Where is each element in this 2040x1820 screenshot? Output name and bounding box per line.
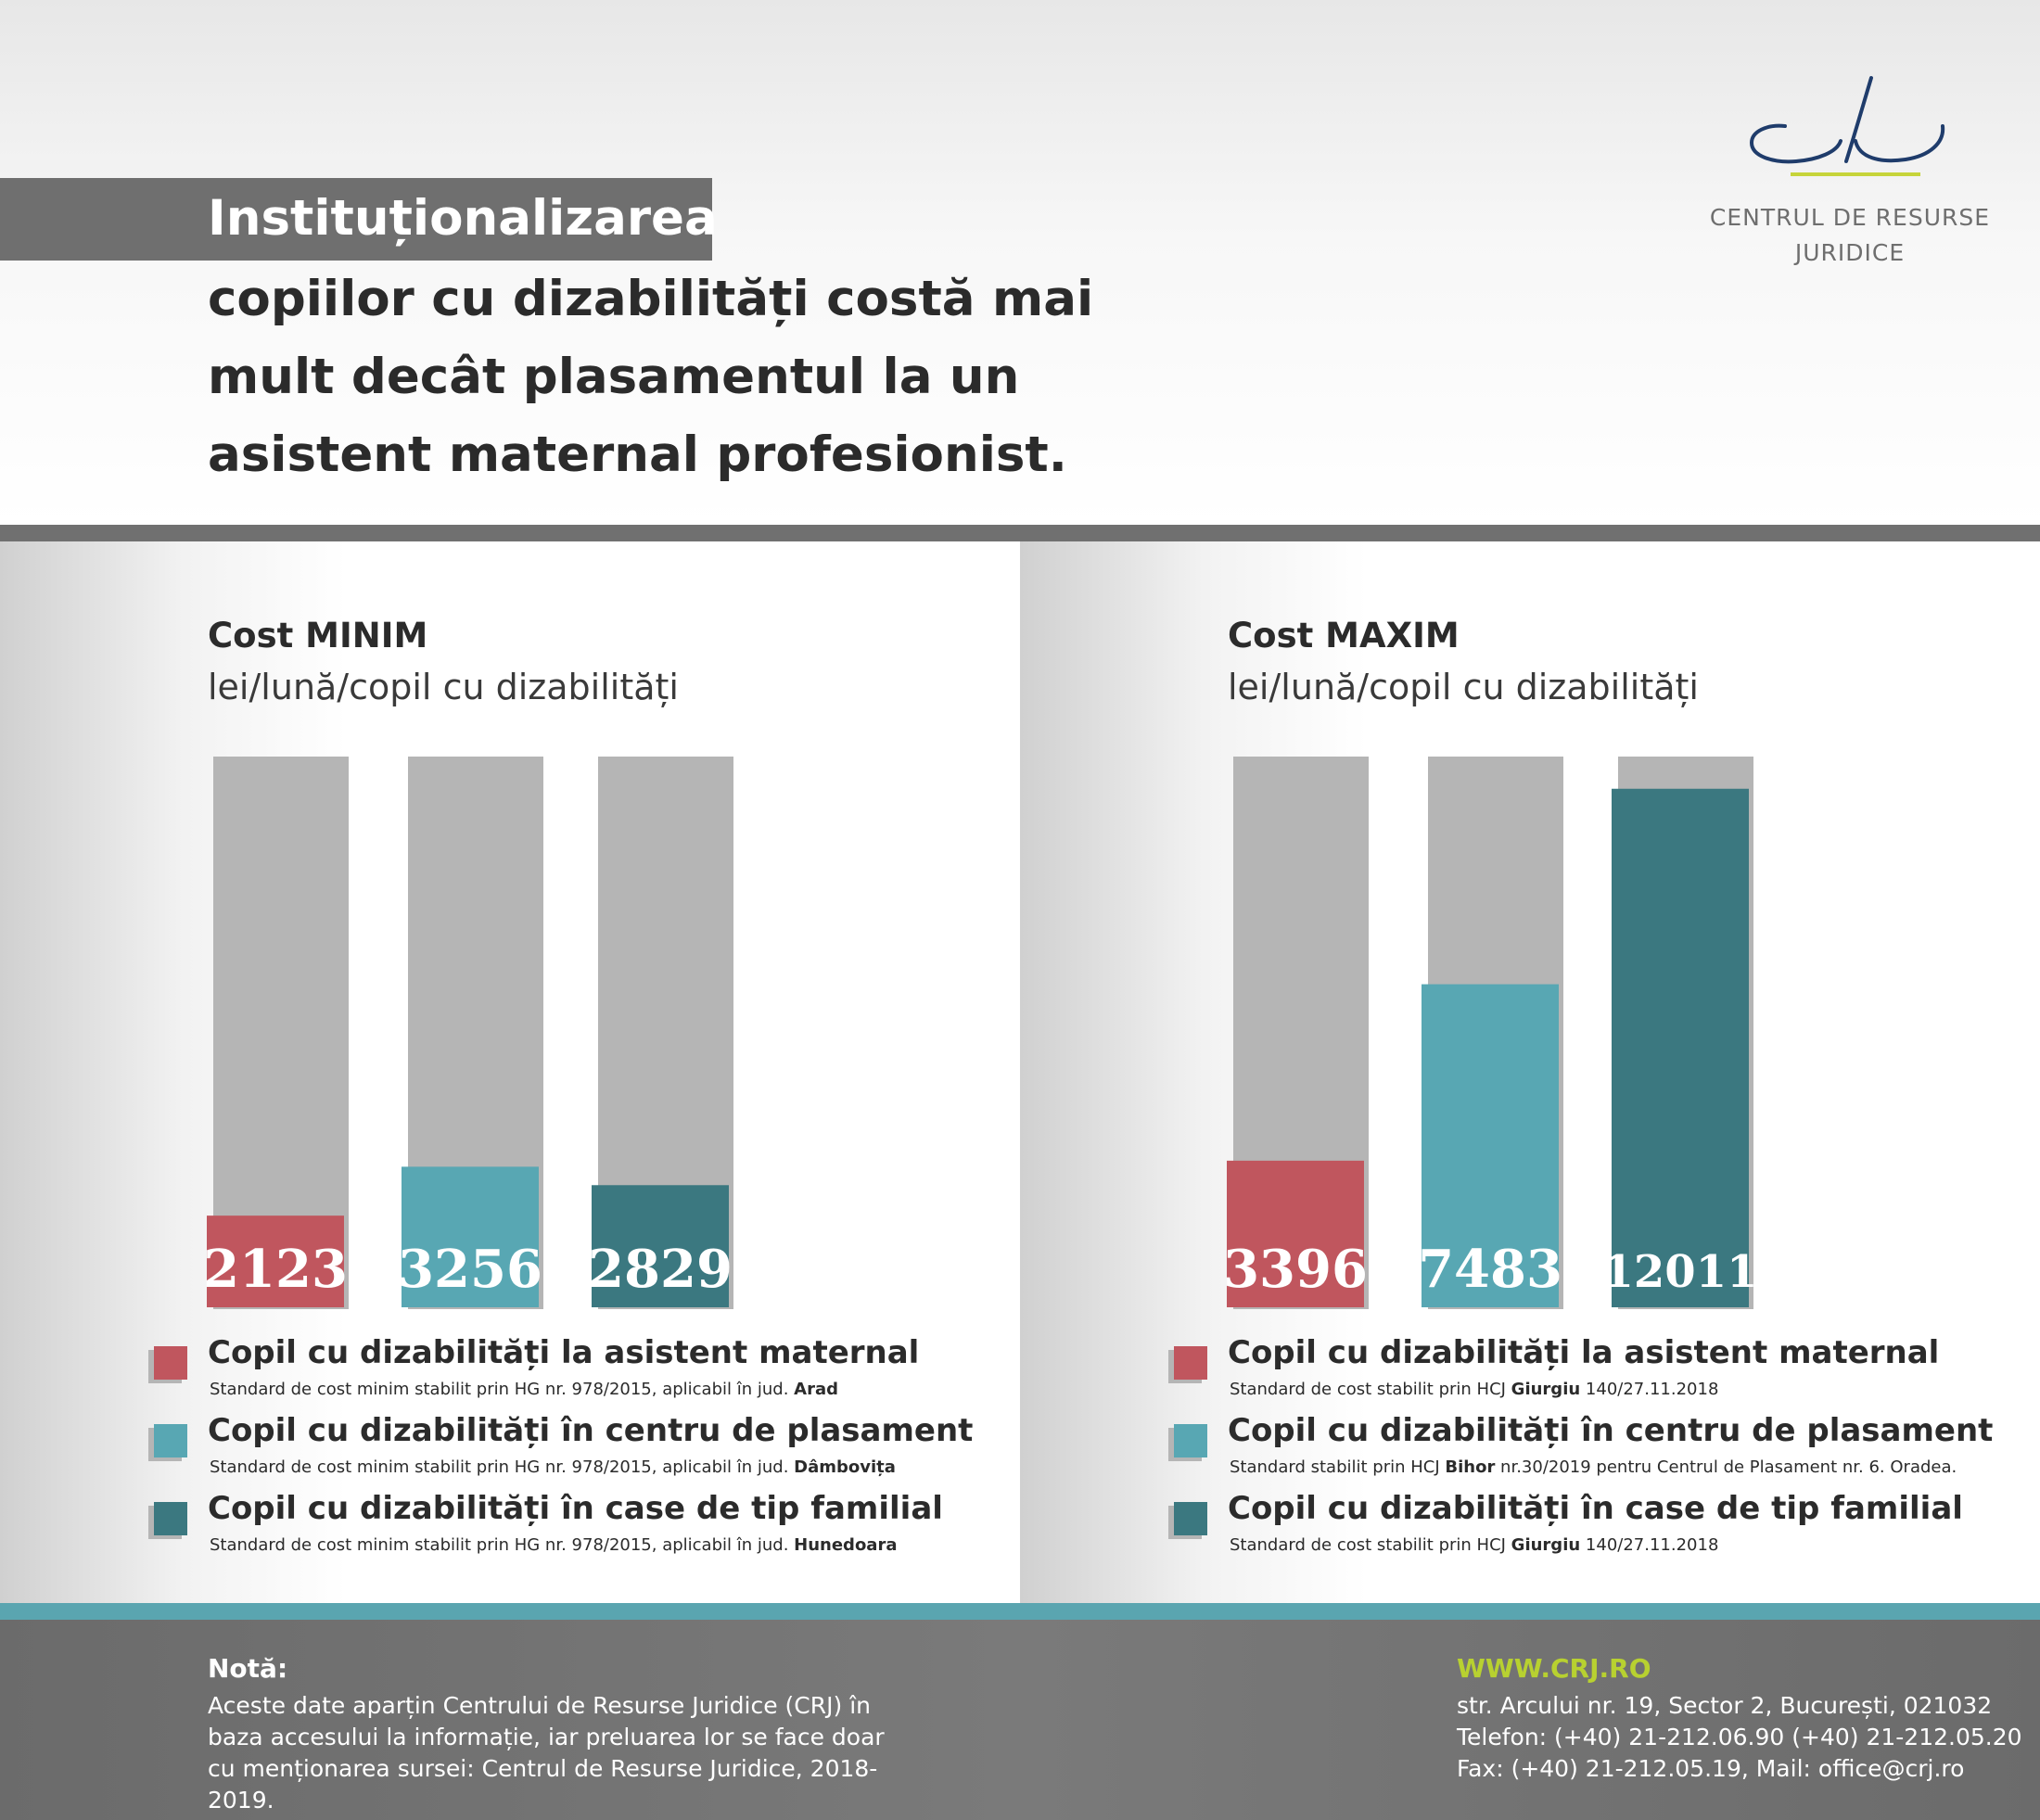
legend-note: Standard de cost minim stabilit prin HG … [210, 1535, 897, 1555]
legend-note-text: Standard de cost minim stabilit prin HG … [210, 1380, 795, 1399]
legend-item-asistent-maternal: Copil cu dizabilități la asistent matern… [1168, 1334, 2025, 1412]
chart-title: Cost MAXIM [1228, 616, 1460, 655]
footer: Notă: Aceste date aparțin Centrului de R… [0, 1620, 2040, 1820]
contact-address: str. Arcului nr. 19, Sector 2, București… [1457, 1692, 1993, 1719]
legend-note-suffix: 140/27.11.2018 [1580, 1535, 1719, 1555]
chart-subtitle: lei/lună/copil cu dizabilități [1228, 667, 1699, 707]
bar [1422, 984, 1559, 1307]
footer-accent-line [0, 1603, 2040, 1620]
legend-note: Standard de cost stabilit prin HCJ Giurg… [1230, 1380, 1718, 1399]
legend-label: Copil cu dizabilități în centru de plasa… [1228, 1412, 1994, 1449]
note-body: Aceste date aparțin Centrului de Resurse… [208, 1692, 885, 1814]
legend-label: Copil cu dizabilități în case de tip fam… [1228, 1490, 1963, 1527]
legend-swatch-light-teal [1174, 1424, 1207, 1457]
logo-name-line1: CENTRUL DE RESURSE [1709, 204, 1991, 231]
legend-note-county: Hunedoara [794, 1535, 898, 1555]
legend-label: Copil cu dizabilități în centru de plasa… [208, 1412, 974, 1449]
header: Instituționalizarea copiilor cu dizabili… [0, 0, 2040, 525]
bar [1227, 1160, 1364, 1307]
legend: Copil cu dizabilități la asistent matern… [148, 1334, 1005, 1568]
legend-item-asistent-maternal: Copil cu dizabilități la asistent matern… [148, 1334, 1005, 1412]
legend-note-text: Standard stabilit prin HCJ [1230, 1457, 1446, 1477]
legend: Copil cu dizabilități la asistent matern… [1168, 1334, 2025, 1568]
legend-note: Standard de cost stabilit prin HCJ Giurg… [1230, 1535, 1718, 1555]
bar [1612, 788, 1749, 1307]
legend-swatch-dark-teal [1174, 1502, 1207, 1535]
legend-note: Standard de cost minim stabilit prin HG … [210, 1380, 838, 1399]
bar [402, 1166, 539, 1307]
legend-swatch-red [154, 1346, 187, 1380]
data-label: 3256 [398, 1239, 542, 1300]
legend-item-case-tip-familial: Copil cu dizabilități în case de tip fam… [1168, 1490, 2025, 1568]
chart-cost-minim: 2123 3256 2829 [203, 757, 733, 1309]
legend-note: Standard de cost minim stabilit prin HG … [210, 1457, 896, 1477]
legend-note-county: Bihor [1445, 1457, 1496, 1477]
legend-note-text: Standard de cost stabilit prin HCJ [1230, 1535, 1511, 1555]
legend-swatch-dark-teal [154, 1502, 187, 1535]
legend-label: Copil cu dizabilități în case de tip fam… [208, 1490, 943, 1527]
legend-label: Copil cu dizabilități la asistent matern… [1228, 1334, 1940, 1371]
data-label: 2829 [588, 1239, 733, 1300]
legend-note-text: Standard de cost minim stabilit prin HG … [210, 1535, 795, 1555]
legend-label: Copil cu dizabilități la asistent matern… [208, 1334, 920, 1371]
data-label: 3396 [1223, 1239, 1368, 1300]
contact-fax-mail: Fax: (+40) 21-212.05.19, Mail: office@cr… [1457, 1755, 1965, 1782]
logo-name: CENTRUL DE RESURSE JURIDICE [1678, 200, 2021, 271]
legend-note-suffix: 140/27.11.2018 [1580, 1380, 1719, 1399]
chart-subtitle: lei/lună/copil cu dizabilități [208, 667, 679, 707]
logo-name-line2: JURIDICE [1794, 239, 1906, 266]
contact-phone: Telefon: (+40) 21-212.06.90 (+40) 21-212… [1457, 1724, 2022, 1750]
legend-note-county: Arad [794, 1380, 838, 1399]
page-title-line1: Instituționalizarea [208, 190, 718, 247]
data-label: 7483 [1418, 1239, 1562, 1300]
crj-logo-icon [1749, 76, 1945, 176]
website-link[interactable]: WWW.CRJ.RO [1457, 1653, 1651, 1684]
legend-note-county: Giurgiu [1511, 1535, 1581, 1555]
panel-cost-minim: 2123 3256 2829 Cost MINIM lei/lună/copil c… [0, 541, 1020, 1606]
legend-note: Standard stabilit prin HCJ Bihor nr.30/2… [1230, 1457, 1957, 1477]
data-label: 2123 [203, 1239, 348, 1300]
legend-swatch-red [1174, 1346, 1207, 1380]
bar [592, 1185, 729, 1307]
legend-note-county: Dâmbovița [794, 1457, 896, 1477]
bar [207, 1215, 344, 1307]
legend-note-suffix: nr.30/2019 pentru Centrul de Plasament n… [1495, 1457, 1957, 1477]
legend-note-text: Standard de cost minim stabilit prin HG … [210, 1457, 795, 1477]
note-title: Notă: [208, 1653, 288, 1684]
legend-note-text: Standard de cost stabilit prin HCJ [1230, 1380, 1511, 1399]
legend-note-county: Giurgiu [1511, 1380, 1581, 1399]
chart-cost-maxim: 3396 7483 12011 [1223, 757, 1758, 1309]
chart-title: Cost MINIM [208, 616, 428, 655]
header-divider [0, 525, 2040, 541]
page-title-rest: copiilor cu dizabilități costă mai mult … [208, 271, 1094, 483]
panel-cost-maxim: 3396 7483 12011 Cost MAXIM lei/lună/copil … [1020, 541, 2040, 1606]
legend-item-centru-plasament: Copil cu dizabilități în centru de plasa… [1168, 1412, 2025, 1490]
legend-swatch-light-teal [154, 1424, 187, 1457]
legend-item-centru-plasament: Copil cu dizabilități în centru de plasa… [148, 1412, 1005, 1490]
legend-item-case-tip-familial: Copil cu dizabilități în case de tip fam… [148, 1490, 1005, 1568]
title-tab [0, 178, 712, 261]
data-label: 12011 [1603, 1246, 1758, 1298]
